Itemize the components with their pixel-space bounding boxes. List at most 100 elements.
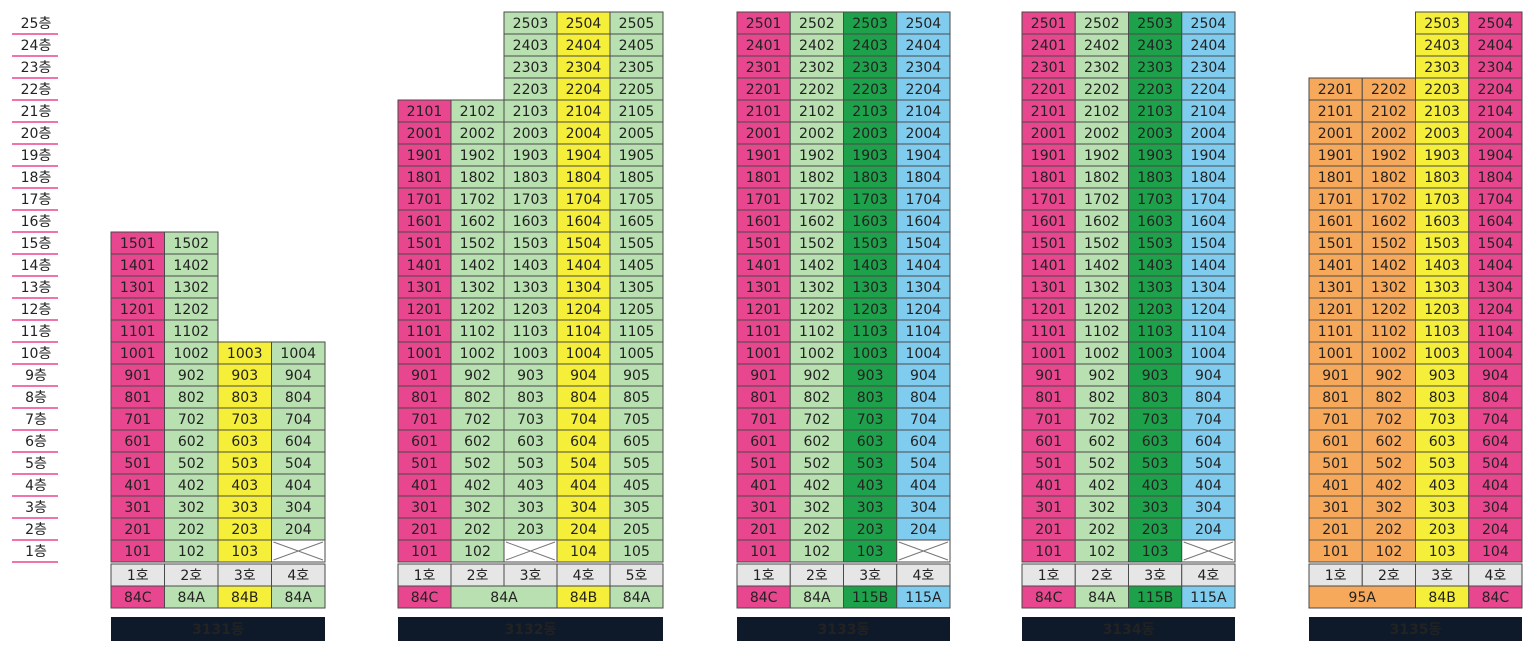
unit-number: 501 [124,456,151,472]
vacant-cross [898,541,949,561]
unit-number: 1601 [1318,214,1354,230]
unit-number: 1304 [1191,280,1227,296]
unit-number: 2503 [852,16,888,32]
unit-number: 2101 [407,104,443,120]
unit-number: 602 [464,434,491,450]
unit-number: 1605 [619,214,655,230]
unit-number: 203 [517,522,544,538]
floor-label: 16층 [21,214,52,230]
unit-number: 1404 [906,258,942,274]
type-label: 84A [1088,590,1116,606]
vacant-cross [273,541,324,561]
unit-number: 2103 [852,104,888,120]
unit-number: 102 [1376,544,1403,560]
unit-number: 2103 [1137,104,1173,120]
unit-number: 602 [178,434,205,450]
unit-number: 2005 [619,126,655,142]
unit-number: 703 [517,412,544,428]
unit-number: 2004 [906,126,942,142]
unit-number: 403 [231,478,258,494]
unit-number: 1202 [799,302,835,318]
unit-number: 1403 [1424,258,1460,274]
unit-number: 203 [231,522,258,538]
unit-number: 401 [124,478,151,494]
building-bar [398,617,663,641]
unit-number: 1204 [906,302,942,318]
unit-number: 303 [857,500,884,516]
unit-number: 402 [464,478,491,494]
unit-number: 404 [285,478,312,494]
unit-number: 1104 [1191,324,1227,340]
unit-number: 1603 [1424,214,1460,230]
unit-number: 1305 [619,280,655,296]
unit-number: 2102 [1084,104,1120,120]
unit-number: 1502 [1371,236,1407,252]
unit-number: 1304 [906,280,942,296]
unit-number: 602 [1089,434,1116,450]
floor-label: 19층 [21,148,52,164]
unit-number: 1004 [1191,346,1227,362]
line-label: 1호 [1325,568,1347,584]
floor-label: 12층 [21,302,52,318]
unit-number: 101 [124,544,151,560]
unit-number: 1203 [1424,302,1460,318]
unit-number: 1403 [513,258,549,274]
unit-number: 2102 [799,104,835,120]
unit-number: 405 [623,478,650,494]
unit-number: 803 [231,390,258,406]
unit-number: 1904 [566,148,602,164]
unit-number: 2401 [746,38,782,54]
unit-number: 2504 [566,16,602,32]
unit-number: 1001 [1031,346,1067,362]
unit-number: 1405 [619,258,655,274]
unit-number: 104 [570,544,597,560]
unit-number: 603 [1142,434,1169,450]
floor-label: 22층 [21,82,52,98]
type-cell [896,585,951,609]
unit-number: 1005 [619,346,655,362]
type-label: 84C [124,590,152,606]
unit-number: 1801 [1318,170,1354,186]
line-label: 1호 [753,568,775,584]
type-label: 115B [852,590,888,606]
unit-number: 1102 [460,324,496,340]
unit-number: 201 [1035,522,1062,538]
unit-number: 2001 [746,126,782,142]
unit-number: 403 [857,478,884,494]
unit-number: 801 [1035,390,1062,406]
unit-number: 901 [750,368,777,384]
line-label: 4호 [573,568,595,584]
unit-number: 704 [285,412,312,428]
line-label: 4호 [1197,568,1219,584]
unit-number: 1303 [852,280,888,296]
unit-number: 1803 [1137,170,1173,186]
unit-number: 102 [1089,544,1116,560]
unit-number: 2101 [1031,104,1067,120]
unit-number: 303 [1142,500,1169,516]
unit-number: 2403 [1137,38,1173,54]
unit-number: 2303 [852,60,888,76]
unit-number: 702 [178,412,205,428]
unit-number: 1502 [173,236,209,252]
unit-number: 2304 [566,60,602,76]
unit-number: 1602 [1371,214,1407,230]
unit-number: 1903 [513,148,549,164]
unit-number: 1302 [1371,280,1407,296]
unit-number: 1103 [1424,324,1460,340]
unit-number: 905 [623,368,650,384]
unit-number: 1301 [746,280,782,296]
type-label: 115A [905,590,942,606]
unit-number: 1503 [1424,236,1460,252]
unit-number: 2201 [1031,82,1067,98]
unit-number: 1201 [120,302,156,318]
line-label: 1호 [127,568,149,584]
unit-number: 903 [1429,368,1456,384]
unit-number: 102 [178,544,205,560]
unit-number: 2404 [1478,38,1514,54]
unit-number: 501 [750,456,777,472]
unit-number: 2204 [906,82,942,98]
unit-number: 2103 [1424,104,1460,120]
unit-number: 202 [1376,522,1403,538]
unit-number: 304 [570,500,597,516]
unit-number: 2301 [1031,60,1067,76]
